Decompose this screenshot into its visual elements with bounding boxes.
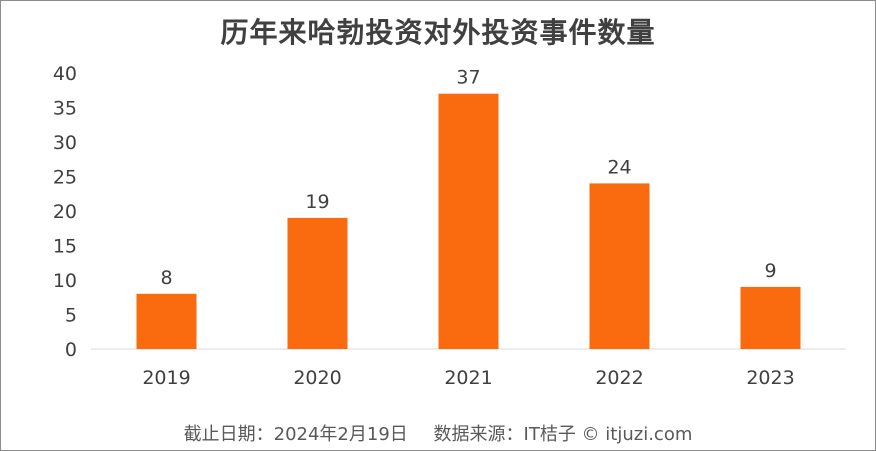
data-label-2023: 9 [764, 260, 776, 282]
chart-footer: 截止日期：2024年2月19日 数据来源：IT桔子 © itjuzi.com [1, 420, 875, 446]
data-label-2021: 37 [456, 67, 480, 89]
chart-title: 历年来哈勃投资对外投资事件数量 [220, 16, 656, 49]
bar-2021 [438, 93, 499, 349]
data-label-2019: 8 [160, 267, 172, 289]
y-tick-label: 5 [65, 305, 77, 327]
data-source: 数据来源：IT桔子 © itjuzi.com [433, 424, 693, 445]
y-tick-label: 25 [53, 167, 77, 189]
x-tick-label: 2020 [293, 367, 341, 389]
x-tick-label: 2019 [142, 367, 190, 389]
bar-2022 [589, 183, 650, 349]
bar-2023 [740, 286, 801, 349]
bar-2020 [287, 217, 348, 349]
x-tick-label: 2022 [595, 367, 643, 389]
bar-2019 [136, 293, 197, 349]
data-label-2020: 19 [305, 191, 329, 213]
y-tick-label: 35 [53, 98, 77, 120]
y-tick-label: 30 [53, 132, 77, 154]
y-tick-label: 10 [53, 270, 77, 292]
data-label-2022: 24 [607, 156, 631, 178]
y-tick-label: 40 [53, 63, 77, 85]
y-tick-label: 20 [53, 201, 77, 223]
y-tick-label: 0 [65, 339, 77, 361]
x-tick-label: 2023 [746, 367, 794, 389]
cutoff-date: 截止日期：2024年2月19日 [183, 424, 408, 445]
x-tick-label: 2021 [444, 367, 492, 389]
y-tick-label: 15 [53, 236, 77, 258]
